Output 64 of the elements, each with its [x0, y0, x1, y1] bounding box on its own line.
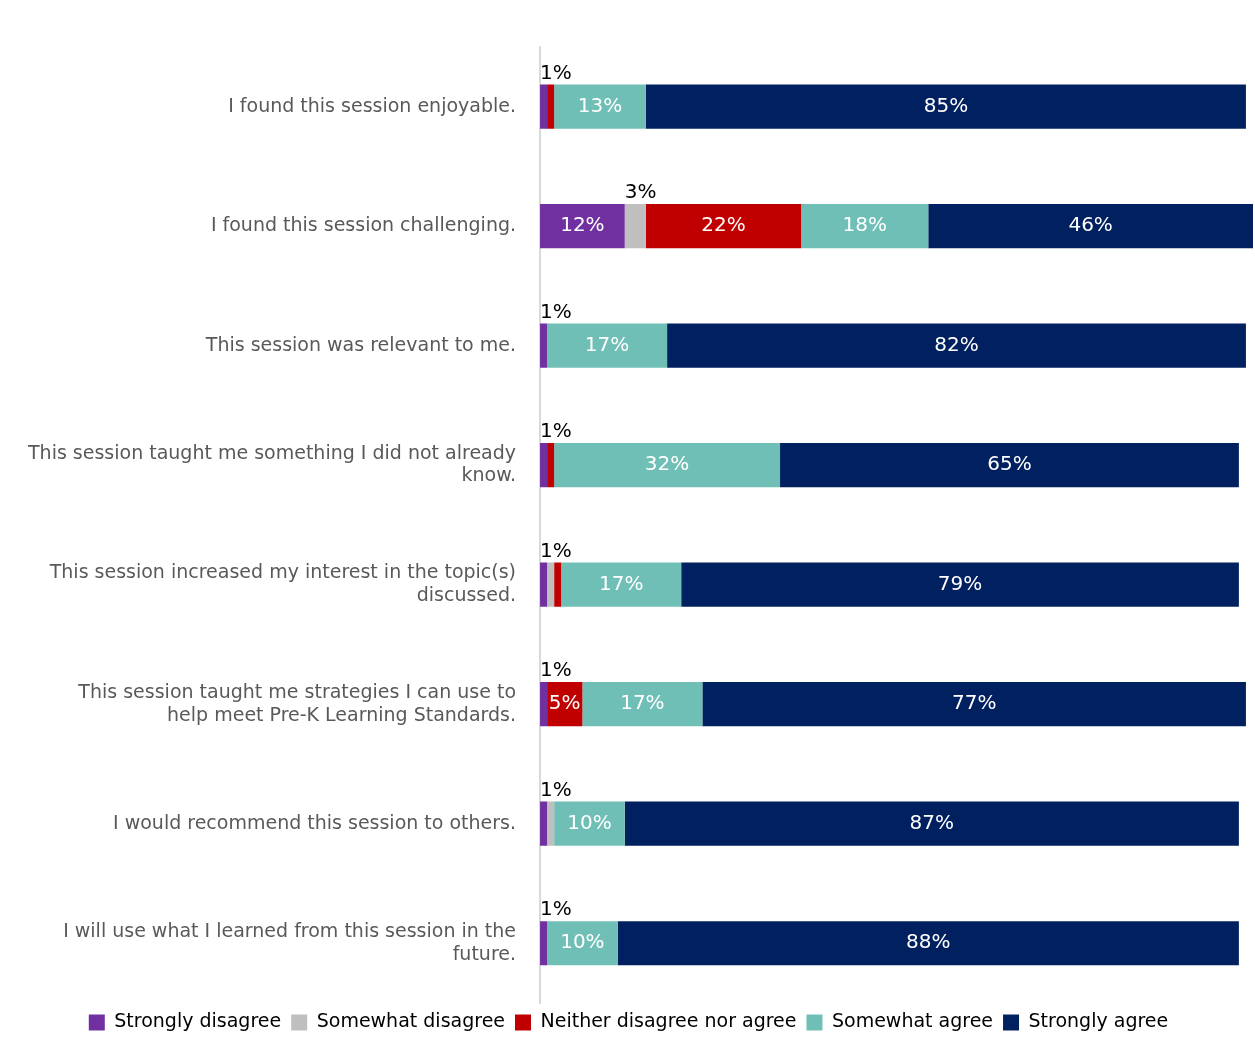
bar: [540, 203, 625, 249]
bar: [624, 801, 1239, 846]
y-tick-label: This session taught me strategies I can use to help meet Pre-K Learning Standards.: [77, 679, 517, 725]
legend-label: Somewhat agree: [831, 1009, 994, 1032]
bar: [561, 562, 682, 607]
data-label: 13%: [577, 92, 623, 117]
bar: [681, 562, 1239, 607]
bar: [554, 84, 646, 129]
data-label: 17%: [584, 331, 630, 356]
y-tick-label: I will use what I learned from this session in the future.: [63, 918, 517, 964]
data-label: 10%: [560, 929, 605, 954]
bar: [547, 921, 618, 966]
data-label: 79%: [937, 570, 983, 595]
legend-label: Strongly disagree: [114, 1009, 282, 1032]
data-label: 1%: [540, 776, 572, 801]
bar: [801, 203, 929, 249]
bar: [702, 682, 1246, 727]
bar: [554, 443, 781, 488]
y-tick-label: This session was relevant to me.: [204, 332, 517, 355]
data-label: 1%: [540, 657, 572, 682]
bar: [547, 562, 555, 607]
data-label: 12%: [560, 212, 605, 237]
y-tick-label: This session taught me something I did not already know.: [26, 440, 517, 486]
data-label: 18%: [842, 212, 887, 237]
bar: [547, 443, 555, 488]
bar: [547, 323, 668, 368]
legend-label: Somewhat disagree: [316, 1009, 506, 1032]
data-label: 46%: [1068, 212, 1113, 237]
y-tick-label: I found this session enjoyable.: [228, 93, 517, 116]
data-label: 1%: [540, 59, 572, 84]
data-label: 77%: [951, 690, 997, 715]
legend-label: Neither disagree nor agree: [540, 1009, 797, 1032]
data-label: 32%: [644, 451, 690, 476]
bar: [645, 203, 802, 249]
bar: [547, 84, 555, 129]
bar: [554, 801, 625, 846]
bar: [547, 801, 555, 846]
bar: [645, 84, 1246, 129]
bar: [582, 682, 703, 727]
data-label: 1%: [540, 896, 572, 921]
data-label: 17%: [598, 570, 644, 595]
y-tick-label: This session increased my interest in the topic(s) discussed.: [48, 560, 517, 605]
data-label: 10%: [567, 809, 612, 834]
data-label: 1%: [540, 418, 572, 443]
bar: [554, 562, 562, 607]
data-label: 1%: [540, 537, 572, 562]
legend-label: Strongly agree: [1028, 1009, 1169, 1032]
data-label: 3%: [624, 179, 657, 204]
data-label: 82%: [934, 331, 979, 356]
data-label: 88%: [906, 929, 951, 954]
bar: [617, 921, 1239, 966]
data-label: 65%: [987, 451, 1032, 476]
bar: [624, 203, 646, 249]
y-tick-label: I found this session challenging.: [210, 213, 517, 236]
data-label: 87%: [909, 809, 955, 834]
data-label: 22%: [701, 212, 746, 237]
data-label: 17%: [620, 690, 665, 715]
bar: [780, 443, 1239, 488]
bar: [667, 323, 1246, 368]
data-label: 5%: [548, 690, 581, 715]
y-tick-label: I would recommend this session to others.: [113, 810, 517, 833]
data-label: 85%: [923, 92, 969, 117]
bar: [928, 203, 1253, 249]
data-label: 1%: [540, 298, 572, 323]
